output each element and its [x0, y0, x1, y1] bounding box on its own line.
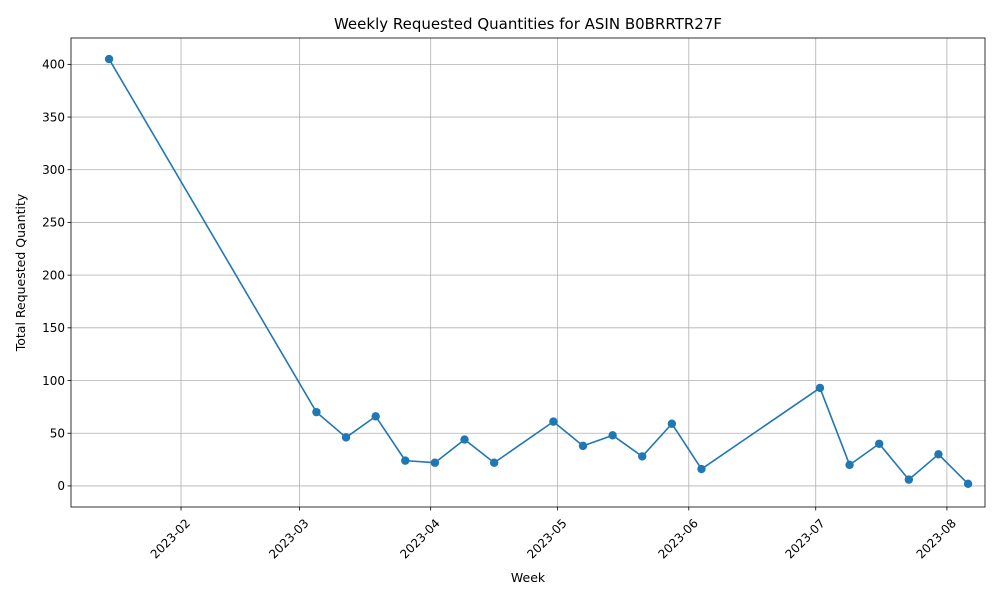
data-point — [697, 464, 706, 474]
data-point — [845, 460, 854, 470]
data-point — [430, 458, 440, 467]
data-point — [578, 441, 588, 451]
data-point — [104, 54, 114, 64]
data-point — [815, 383, 825, 393]
data-point — [549, 417, 558, 426]
series-line — [108, 58, 969, 485]
data-point — [371, 412, 380, 421]
y-tick-label: 250 — [42, 216, 65, 230]
data-point — [341, 433, 351, 442]
data-point — [667, 419, 677, 428]
data-point — [608, 431, 617, 440]
x-axis-title: Week — [511, 570, 546, 585]
y-axis-title: Total Requested Quantity — [13, 193, 28, 352]
y-tick-label: 0 — [57, 479, 65, 493]
series-marker-layer — [104, 54, 973, 489]
data-point — [904, 475, 914, 484]
y-tick-label: 300 — [42, 163, 65, 177]
y-tick-label: 350 — [42, 110, 65, 124]
y-tick-label: 50 — [50, 427, 65, 441]
data-point — [460, 435, 469, 444]
series-line-layer — [108, 58, 969, 485]
y-tick-label: 400 — [42, 58, 65, 72]
data-point — [934, 450, 943, 459]
y-tick-label: 150 — [42, 321, 65, 335]
y-tick-label: 200 — [42, 268, 65, 282]
data-point — [638, 452, 647, 461]
y-tick-label: 100 — [42, 374, 65, 388]
data-point — [312, 407, 321, 417]
data-point — [489, 458, 499, 467]
data-point — [401, 456, 410, 465]
chart-title: Weekly Requested Quantities for ASIN B0B… — [334, 15, 722, 33]
data-point — [875, 439, 884, 448]
plot-frame — [70, 37, 986, 508]
data-point — [963, 479, 973, 489]
grid-layer — [71, 38, 985, 507]
